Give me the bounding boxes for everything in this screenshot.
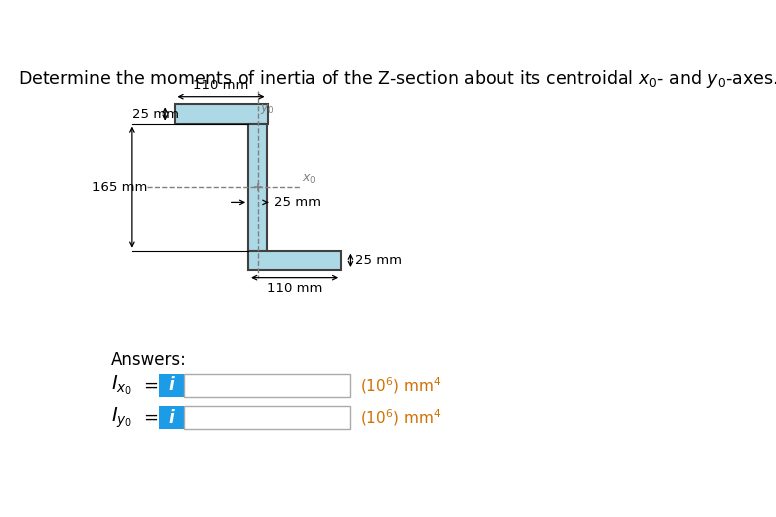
Text: 110 mm: 110 mm [267, 282, 322, 295]
Text: =: = [144, 376, 158, 394]
Text: 25 mm: 25 mm [355, 254, 402, 267]
Bar [248, 251, 341, 270]
Bar [159, 374, 184, 397]
Text: $x_0$: $x_0$ [302, 173, 317, 186]
Text: $I_{y_0}$: $I_{y_0}$ [111, 405, 132, 430]
Text: $I_{x_0}$: $I_{x_0}$ [111, 374, 132, 397]
Bar [248, 124, 268, 251]
Text: $(10^6)$ mm$^4$: $(10^6)$ mm$^4$ [360, 407, 442, 428]
Text: i: i [168, 376, 175, 394]
Text: 110 mm: 110 mm [193, 79, 248, 92]
Text: Answers:: Answers: [111, 351, 187, 369]
Bar [159, 406, 184, 429]
Text: 165 mm: 165 mm [92, 180, 147, 194]
Text: i: i [168, 409, 175, 427]
Bar [184, 406, 351, 429]
Text: Determine the moments of inertia of the Z-section about its centroidal $x_0$- an: Determine the moments of inertia of the … [18, 68, 776, 90]
Text: $y_0$: $y_0$ [260, 102, 275, 116]
Text: =: = [144, 409, 158, 427]
Bar [184, 374, 351, 397]
Text: 25 mm: 25 mm [132, 108, 179, 120]
Bar [175, 104, 268, 124]
Text: $(10^6)$ mm$^4$: $(10^6)$ mm$^4$ [360, 375, 442, 396]
Text: 25 mm: 25 mm [274, 196, 320, 209]
